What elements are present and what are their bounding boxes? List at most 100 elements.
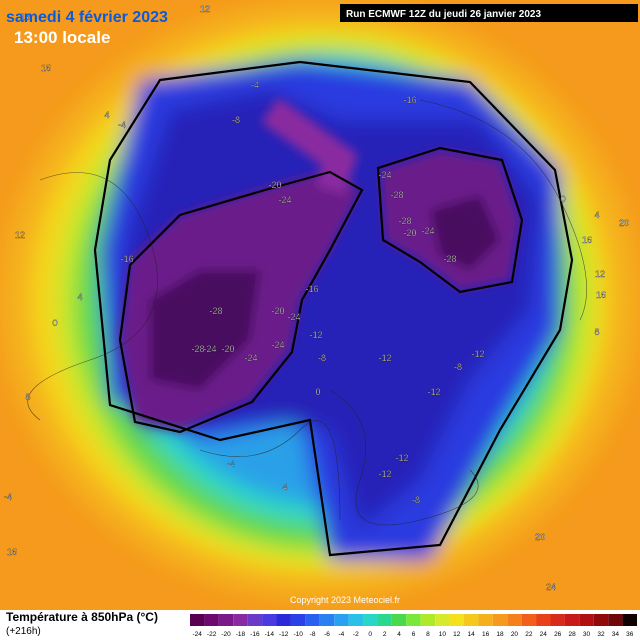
colorbar-swatch — [507, 614, 522, 626]
colorbar-swatch — [593, 614, 609, 626]
isotherm-label: 20 — [619, 218, 629, 228]
temperature-field — [0, 0, 640, 600]
isotherm-label: 16 — [582, 235, 592, 245]
colorbar-tick-label: -4 — [339, 631, 345, 638]
colorbar-tick-label: -6 — [324, 631, 330, 638]
isotherm-label: -24 — [244, 353, 257, 363]
isotherm-label: -28 — [209, 306, 222, 316]
colorbar-swatch — [190, 614, 205, 626]
colorbar-swatch — [521, 614, 537, 626]
colorbar-swatch — [622, 614, 637, 626]
colorbar-swatch — [435, 614, 450, 626]
colorbar-swatch — [363, 614, 378, 626]
isotherm-label: 16 — [41, 63, 51, 73]
isotherm-label: -12 — [471, 349, 484, 359]
colorbar-swatch — [492, 614, 508, 626]
colorbar-tick-label: -24 — [193, 631, 203, 638]
time-title: 13:00 locale — [14, 28, 110, 47]
colorbar-tick-label: 4 — [397, 631, 401, 638]
isotherm-label: 16 — [7, 547, 17, 557]
colorbar-swatch — [218, 614, 234, 626]
colorbar-tick-label: -20 — [221, 631, 231, 638]
colorbar-tick-label: 14 — [468, 631, 476, 638]
isotherm-label: -24 — [421, 226, 434, 236]
colorbar-tick-label: -18 — [236, 631, 246, 638]
colorbar-tick-label: 24 — [540, 631, 548, 638]
colorbar-swatch — [319, 614, 335, 626]
colorbar-tick-label: 20 — [511, 631, 519, 638]
run-box — [340, 4, 638, 22]
isotherm-label: -4 — [251, 80, 259, 90]
isotherm-label: -8 — [454, 362, 462, 372]
isotherm-labels: -16-20-24-24-28-28-20 -24-28-16-16-28 -20-… — [4, 4, 629, 592]
colorbar-tick-label: -10 — [293, 631, 303, 638]
colorbar-tick-label: 2 — [383, 631, 387, 638]
colorbar-tick-label: 36 — [626, 631, 634, 638]
isotherm-label: 4 — [77, 292, 82, 302]
colorbar-swatch — [550, 614, 565, 626]
colorbar-tick-label: -16 — [250, 631, 260, 638]
isotherm-label: -16 — [120, 254, 133, 264]
colorbar-swatch — [334, 614, 349, 626]
colorbar-swatch — [449, 614, 464, 626]
colorbar: -24 -22 -20 -18 -16 -14 -12 -10 -8 -6 -4 -2 0 2 4 6 8 10 1… — [190, 614, 637, 638]
isotherm-label: -8 — [232, 115, 240, 125]
isotherm-label: -20 — [271, 306, 284, 316]
colorbar-swatch — [579, 614, 594, 626]
colorbar-swatch — [204, 614, 219, 626]
colorbar-swatch — [406, 614, 421, 626]
colorbar-swatch — [276, 614, 291, 626]
colorbar-swatch — [391, 614, 407, 626]
colorbar-tick-label: 26 — [554, 631, 562, 638]
colorbar-tick-label: -12 — [279, 631, 289, 638]
isotherm-label: 16 — [596, 290, 606, 300]
isotherm-label: -24 — [378, 170, 391, 180]
isotherm-label: 0 — [315, 387, 320, 397]
isotherm-label: -12 — [378, 353, 391, 363]
colorbar-swatch — [536, 614, 551, 626]
isotherm-label: 4 — [282, 482, 287, 492]
colorbar-tick-label: 12 — [453, 631, 461, 638]
colorbar-tick-label: 0 — [368, 631, 372, 638]
isotherm-label: -4 — [4, 492, 12, 502]
isotherm-label: 16 — [20, 12, 30, 22]
colorbar-swatch — [233, 614, 248, 626]
isotherm-label: -4 — [227, 459, 235, 469]
isotherm-label: 12 — [200, 4, 210, 14]
isotherm-label: 4 — [594, 210, 599, 220]
run-text: Run ECMWF 12Z du jeudi 26 janvier 2023 — [346, 9, 541, 20]
colorbar-tick-label: 28 — [568, 631, 576, 638]
colorbar-tick-label: 10 — [439, 631, 447, 638]
isotherm-label: -12 — [378, 469, 391, 479]
colorbar-swatch — [290, 614, 306, 626]
date-title: samedi 4 février 2023 — [6, 9, 168, 26]
isotherm-label: -24 — [287, 312, 300, 322]
isotherm-label: -24 — [271, 340, 284, 350]
isotherm-label: -20 — [268, 180, 281, 190]
isotherm-label: 0 — [560, 194, 565, 204]
isotherms — [93, 60, 574, 557]
colorbar-swatch — [564, 614, 580, 626]
colorbar-tick-label: -8 — [310, 631, 316, 638]
isotherm-label: -8 — [318, 353, 326, 363]
colorbar-swatch — [463, 614, 479, 626]
colorbar-swatch — [262, 614, 277, 626]
legend-title: Température à 850hPa (°C) — [6, 610, 158, 624]
colorbar-swatch — [305, 614, 320, 626]
colorbar-tick-label: 6 — [412, 631, 416, 638]
colorbar-swatch — [420, 614, 436, 626]
isotherm-label: -12 — [427, 387, 440, 397]
isotherm-label: -20 — [221, 344, 234, 354]
colorbar-tick-label: -2 — [353, 631, 359, 638]
legend-lead: (+216h) — [6, 626, 41, 637]
colorbar-tick-label: 30 — [583, 631, 591, 638]
colorbar-swatch — [247, 614, 263, 626]
isotherm-label: -8 — [412, 495, 420, 505]
isotherm-label: -4 — [118, 120, 126, 130]
isotherm-label: 0 — [52, 318, 57, 328]
colorbar-tick-label: 8 — [426, 631, 430, 638]
isotherm-label: 24 — [546, 582, 556, 592]
isotherm-label: 8 — [594, 327, 599, 337]
